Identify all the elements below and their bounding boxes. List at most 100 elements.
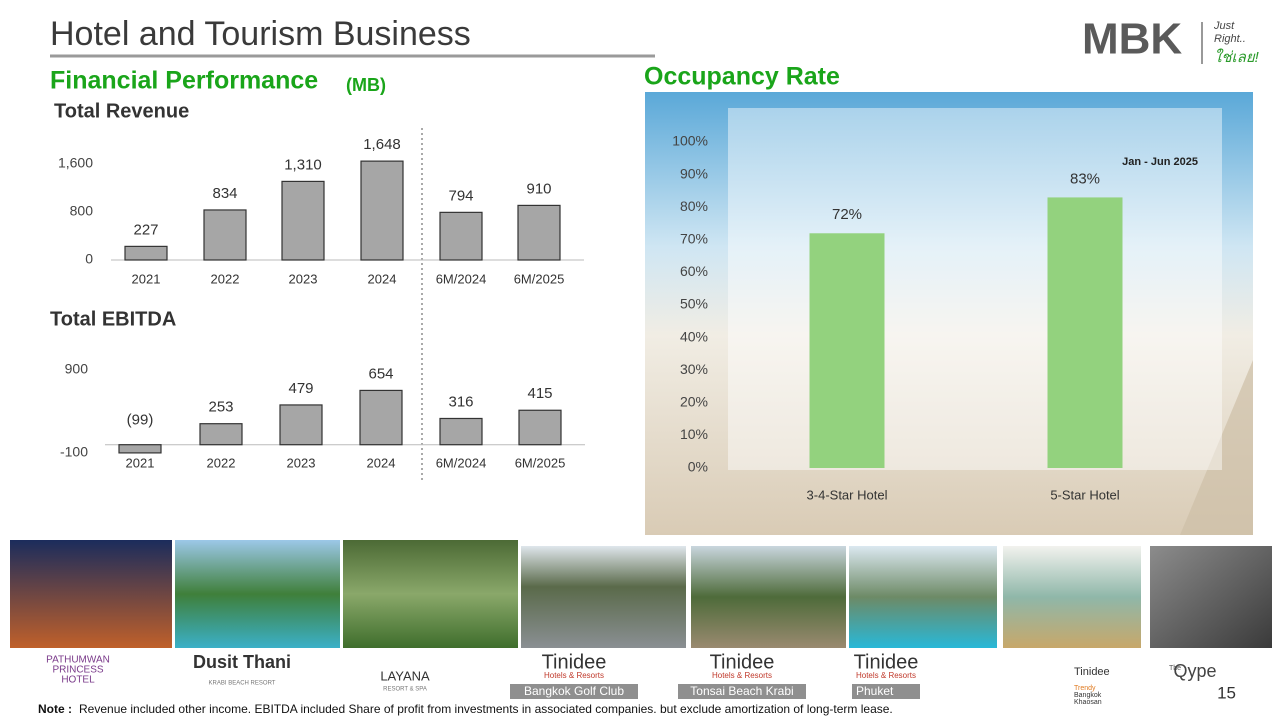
x-tick-label: 6M/2024 — [436, 455, 487, 470]
hotel-logo-text: Hotels & Resorts — [712, 671, 772, 680]
photo — [175, 540, 340, 648]
hotel-logo-text: Dusit Thani — [193, 652, 291, 672]
bar — [809, 233, 885, 468]
value-label: 794 — [448, 187, 473, 204]
photo — [343, 540, 518, 648]
slide-title: Hotel and Tourism Business — [50, 15, 471, 53]
y-tick-label: 50% — [680, 296, 708, 312]
photo — [521, 546, 686, 648]
value-label: 227 — [133, 221, 158, 238]
y-tick-label: 90% — [680, 165, 708, 181]
bar — [203, 209, 247, 261]
chart-title: Total EBITDA — [50, 308, 176, 330]
value-label: (99) — [127, 412, 154, 429]
value-label: 415 — [527, 385, 552, 402]
hotel-logo-text: PATHUMWAN — [46, 655, 110, 666]
beach-photo — [645, 92, 1253, 535]
y-tick-label: 900 — [65, 361, 89, 377]
bar — [118, 444, 162, 454]
y-tick-label: 70% — [680, 231, 708, 247]
hotel-tag-bg — [678, 684, 806, 699]
x-tick-label: 6M/2024 — [436, 271, 487, 286]
y-tick-label: 60% — [680, 263, 708, 279]
hotel-photos — [10, 540, 1272, 648]
hotel-logo-text: PRINCESS — [52, 665, 103, 676]
x-tick-label: 2024 — [367, 455, 396, 470]
x-tick-label: 6M/2025 — [515, 455, 566, 470]
hotel-logo-text: KRABI BEACH RESORT — [209, 681, 276, 687]
x-tick-label: 2022 — [207, 455, 236, 470]
hotel-logo-text: Tinidee — [542, 651, 607, 673]
bar — [439, 417, 483, 446]
photo — [691, 546, 846, 648]
note-label: Note : — [38, 702, 72, 716]
logo-tagline: ใช่เลย! — [1214, 48, 1260, 66]
photo — [1003, 546, 1141, 648]
hotel-logo-text: Bangkok — [1074, 692, 1102, 699]
hotel-logo-text: Hotels & Resorts — [856, 671, 916, 680]
y-tick-label: 30% — [680, 361, 708, 377]
hotel-tag-bg — [852, 684, 920, 699]
x-tick-label: 2023 — [289, 271, 318, 286]
value-label: 1,648 — [363, 136, 401, 153]
value-label: 253 — [208, 399, 233, 416]
hotel-tag-bg — [510, 684, 638, 699]
logo-tagline: Right.. — [1214, 33, 1246, 45]
y-tick-label: -100 — [60, 444, 88, 460]
bar — [359, 389, 403, 446]
hotel-tag: Phuket — [856, 684, 894, 698]
hotel-logo-text: LAYANA — [380, 668, 430, 683]
bar — [281, 180, 325, 261]
photo — [1150, 546, 1272, 648]
y-tick-label: 0% — [688, 459, 708, 475]
value-label: 654 — [368, 365, 393, 382]
logo-tagline: Just — [1213, 20, 1235, 32]
hotel-logo-text: Hotels & Resorts — [544, 671, 604, 680]
x-tick-label: 5-Star Hotel — [1050, 487, 1119, 502]
hotel-logo-text: Tinidee — [710, 651, 775, 673]
hotel-logo-text: Tinidee — [854, 651, 919, 673]
hotel-logo-text: RESORT & SPA — [383, 687, 427, 693]
value-label: 1,310 — [284, 156, 322, 173]
y-tick-label: 1,600 — [58, 155, 93, 171]
note-text: Revenue included other income. EBITDA in… — [79, 702, 893, 716]
section-title: Financial Performance — [50, 67, 318, 95]
chart-title: Occupancy Rate — [644, 63, 840, 91]
hotel-tag: Tonsai Beach Krabi — [690, 684, 793, 698]
value-label: 316 — [448, 393, 473, 410]
hotel-logo-text: HOTEL — [61, 675, 95, 686]
bar — [279, 404, 323, 446]
bar — [518, 409, 562, 446]
value-label: 83% — [1070, 170, 1100, 187]
x-tick-label: 2021 — [132, 271, 161, 286]
hotel-logo-text: Tinidee — [1074, 666, 1110, 678]
value-label: 910 — [526, 180, 551, 197]
value-label: 479 — [288, 380, 313, 397]
y-tick-label: 20% — [680, 394, 708, 410]
hotel-logo-text: The — [1169, 665, 1181, 672]
x-tick-label: 6M/2025 — [514, 271, 565, 286]
bar — [199, 423, 243, 446]
chart-title: Total Revenue — [54, 100, 189, 122]
y-tick-label: 40% — [680, 328, 708, 344]
annotation: Jan - Jun 2025 — [1122, 156, 1198, 168]
bar — [1047, 197, 1123, 469]
beach-photo-detail — [1180, 360, 1253, 535]
value-label: 834 — [212, 185, 237, 202]
photo — [10, 540, 172, 648]
bar — [439, 211, 483, 261]
y-tick-label: 800 — [70, 203, 94, 219]
logo-brand: MBK — [1082, 15, 1182, 64]
x-tick-label: 2023 — [287, 455, 316, 470]
hotel-logo-text: Khaosan — [1074, 699, 1102, 706]
value-label: 72% — [832, 206, 862, 223]
y-tick-label: 80% — [680, 198, 708, 214]
section-unit: (MB) — [346, 75, 386, 95]
x-tick-label: 2022 — [211, 271, 240, 286]
bar — [360, 160, 404, 261]
hotel-tag: Bangkok Golf Club — [524, 684, 624, 698]
page-number: 15 — [1217, 683, 1236, 702]
bar — [124, 245, 168, 261]
